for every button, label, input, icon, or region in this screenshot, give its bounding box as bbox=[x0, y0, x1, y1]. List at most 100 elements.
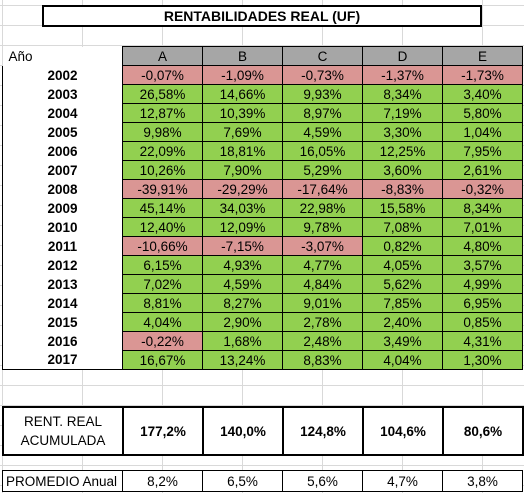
return-cell-a[interactable]: 45,14% bbox=[122, 198, 203, 218]
column-header-e[interactable]: E bbox=[442, 46, 523, 66]
return-cell-d[interactable]: 4,05% bbox=[362, 255, 443, 275]
return-cell-d[interactable]: 0,82% bbox=[362, 236, 443, 256]
return-cell-c[interactable]: 4,84% bbox=[282, 274, 363, 294]
return-cell-a[interactable]: 12,40% bbox=[122, 217, 203, 237]
accumulated-value-b[interactable]: 140,0% bbox=[202, 406, 284, 456]
return-cell-b[interactable]: 34,03% bbox=[202, 198, 283, 218]
return-cell-a[interactable]: 22,09% bbox=[122, 141, 203, 161]
return-cell-c[interactable]: 9,93% bbox=[282, 84, 363, 104]
return-cell-d[interactable]: -8,83% bbox=[362, 179, 443, 199]
year-cell[interactable]: 2008 bbox=[2, 179, 123, 199]
return-cell-a[interactable]: 6,15% bbox=[122, 255, 203, 275]
year-cell[interactable]: 2003 bbox=[2, 84, 123, 104]
return-cell-a[interactable]: 10,26% bbox=[122, 160, 203, 180]
return-cell-c[interactable]: 2,48% bbox=[282, 331, 363, 351]
return-cell-a[interactable]: 12,87% bbox=[122, 103, 203, 123]
year-cell[interactable]: 2016 bbox=[2, 331, 123, 351]
return-cell-a[interactable]: 7,02% bbox=[122, 274, 203, 294]
accumulated-label[interactable]: RENT. REAL ACUMULADA bbox=[2, 406, 124, 456]
return-cell-d[interactable]: 15,58% bbox=[362, 198, 443, 218]
year-cell[interactable]: 2012 bbox=[2, 255, 123, 275]
return-cell-a[interactable]: -0,07% bbox=[122, 65, 203, 85]
return-cell-b[interactable]: 18,81% bbox=[202, 141, 283, 161]
return-cell-c[interactable]: 2,78% bbox=[282, 312, 363, 332]
return-cell-b[interactable]: 7,69% bbox=[202, 122, 283, 142]
year-cell[interactable]: 2009 bbox=[2, 198, 123, 218]
return-cell-b[interactable]: 14,66% bbox=[202, 84, 283, 104]
return-cell-b[interactable]: -7,15% bbox=[202, 236, 283, 256]
year-cell[interactable]: 2004 bbox=[2, 103, 123, 123]
return-cell-d[interactable]: 2,40% bbox=[362, 312, 443, 332]
return-cell-a[interactable]: 8,81% bbox=[122, 293, 203, 313]
return-cell-e[interactable]: 7,01% bbox=[442, 217, 523, 237]
return-cell-c[interactable]: 5,29% bbox=[282, 160, 363, 180]
return-cell-c[interactable]: 22,98% bbox=[282, 198, 363, 218]
return-cell-c[interactable]: -17,64% bbox=[282, 179, 363, 199]
return-cell-d[interactable]: 7,08% bbox=[362, 217, 443, 237]
average-value-c[interactable]: 5,6% bbox=[282, 470, 363, 492]
average-value-a[interactable]: 8,2% bbox=[122, 470, 203, 492]
return-cell-e[interactable]: 6,95% bbox=[442, 293, 523, 313]
year-cell[interactable]: 2005 bbox=[2, 122, 123, 142]
year-cell[interactable]: 2007 bbox=[2, 160, 123, 180]
return-cell-a[interactable]: 4,04% bbox=[122, 312, 203, 332]
return-cell-c[interactable]: 4,77% bbox=[282, 255, 363, 275]
return-cell-d[interactable]: 3,30% bbox=[362, 122, 443, 142]
return-cell-e[interactable]: 1,04% bbox=[442, 122, 523, 142]
return-cell-b[interactable]: 4,93% bbox=[202, 255, 283, 275]
return-cell-e[interactable]: 3,40% bbox=[442, 84, 523, 104]
return-cell-d[interactable]: 3,49% bbox=[362, 331, 443, 351]
year-cell[interactable]: 2011 bbox=[2, 236, 123, 256]
return-cell-b[interactable]: 1,68% bbox=[202, 331, 283, 351]
return-cell-c[interactable]: -0,73% bbox=[282, 65, 363, 85]
return-cell-b[interactable]: 13,24% bbox=[202, 350, 283, 370]
return-cell-c[interactable]: 8,83% bbox=[282, 350, 363, 370]
return-cell-c[interactable]: 9,01% bbox=[282, 293, 363, 313]
return-cell-e[interactable]: 0,85% bbox=[442, 312, 523, 332]
average-value-d[interactable]: 4,7% bbox=[362, 470, 443, 492]
year-cell[interactable]: 2010 bbox=[2, 217, 123, 237]
return-cell-b[interactable]: 8,27% bbox=[202, 293, 283, 313]
year-cell[interactable]: 2006 bbox=[2, 141, 123, 161]
column-header-c[interactable]: C bbox=[282, 46, 363, 66]
return-cell-c[interactable]: 4,59% bbox=[282, 122, 363, 142]
return-cell-c[interactable]: 8,97% bbox=[282, 103, 363, 123]
return-cell-e[interactable]: 4,99% bbox=[442, 274, 523, 294]
return-cell-a[interactable]: -39,91% bbox=[122, 179, 203, 199]
return-cell-a[interactable]: -0,22% bbox=[122, 331, 203, 351]
return-cell-d[interactable]: 7,19% bbox=[362, 103, 443, 123]
return-cell-b[interactable]: 12,09% bbox=[202, 217, 283, 237]
average-value-b[interactable]: 6,5% bbox=[202, 470, 283, 492]
return-cell-e[interactable]: 1,30% bbox=[442, 350, 523, 370]
accumulated-value-e[interactable]: 80,6% bbox=[442, 406, 524, 456]
return-cell-d[interactable]: -1,37% bbox=[362, 65, 443, 85]
return-cell-d[interactable]: 5,62% bbox=[362, 274, 443, 294]
return-cell-b[interactable]: 4,59% bbox=[202, 274, 283, 294]
return-cell-a[interactable]: -10,66% bbox=[122, 236, 203, 256]
return-cell-d[interactable]: 8,34% bbox=[362, 84, 443, 104]
return-cell-c[interactable]: -3,07% bbox=[282, 236, 363, 256]
return-cell-c[interactable]: 9,78% bbox=[282, 217, 363, 237]
return-cell-a[interactable]: 16,67% bbox=[122, 350, 203, 370]
return-cell-e[interactable]: 4,80% bbox=[442, 236, 523, 256]
return-cell-d[interactable]: 4,04% bbox=[362, 350, 443, 370]
return-cell-a[interactable]: 26,58% bbox=[122, 84, 203, 104]
year-cell[interactable]: 2014 bbox=[2, 293, 123, 313]
return-cell-d[interactable]: 12,25% bbox=[362, 141, 443, 161]
return-cell-e[interactable]: -1,73% bbox=[442, 65, 523, 85]
return-cell-c[interactable]: 16,05% bbox=[282, 141, 363, 161]
accumulated-value-c[interactable]: 124,8% bbox=[282, 406, 364, 456]
average-label[interactable]: PROMEDIO Anual bbox=[2, 470, 123, 492]
return-cell-b[interactable]: -29,29% bbox=[202, 179, 283, 199]
return-cell-e[interactable]: 5,80% bbox=[442, 103, 523, 123]
return-cell-e[interactable]: 3,57% bbox=[442, 255, 523, 275]
year-column-header[interactable]: Año bbox=[2, 46, 123, 66]
column-header-d[interactable]: D bbox=[362, 46, 443, 66]
return-cell-e[interactable]: 2,61% bbox=[442, 160, 523, 180]
column-header-a[interactable]: A bbox=[122, 46, 203, 66]
return-cell-b[interactable]: 10,39% bbox=[202, 103, 283, 123]
return-cell-e[interactable]: -0,32% bbox=[442, 179, 523, 199]
year-cell[interactable]: 2013 bbox=[2, 274, 123, 294]
return-cell-d[interactable]: 3,60% bbox=[362, 160, 443, 180]
column-header-b[interactable]: B bbox=[202, 46, 283, 66]
